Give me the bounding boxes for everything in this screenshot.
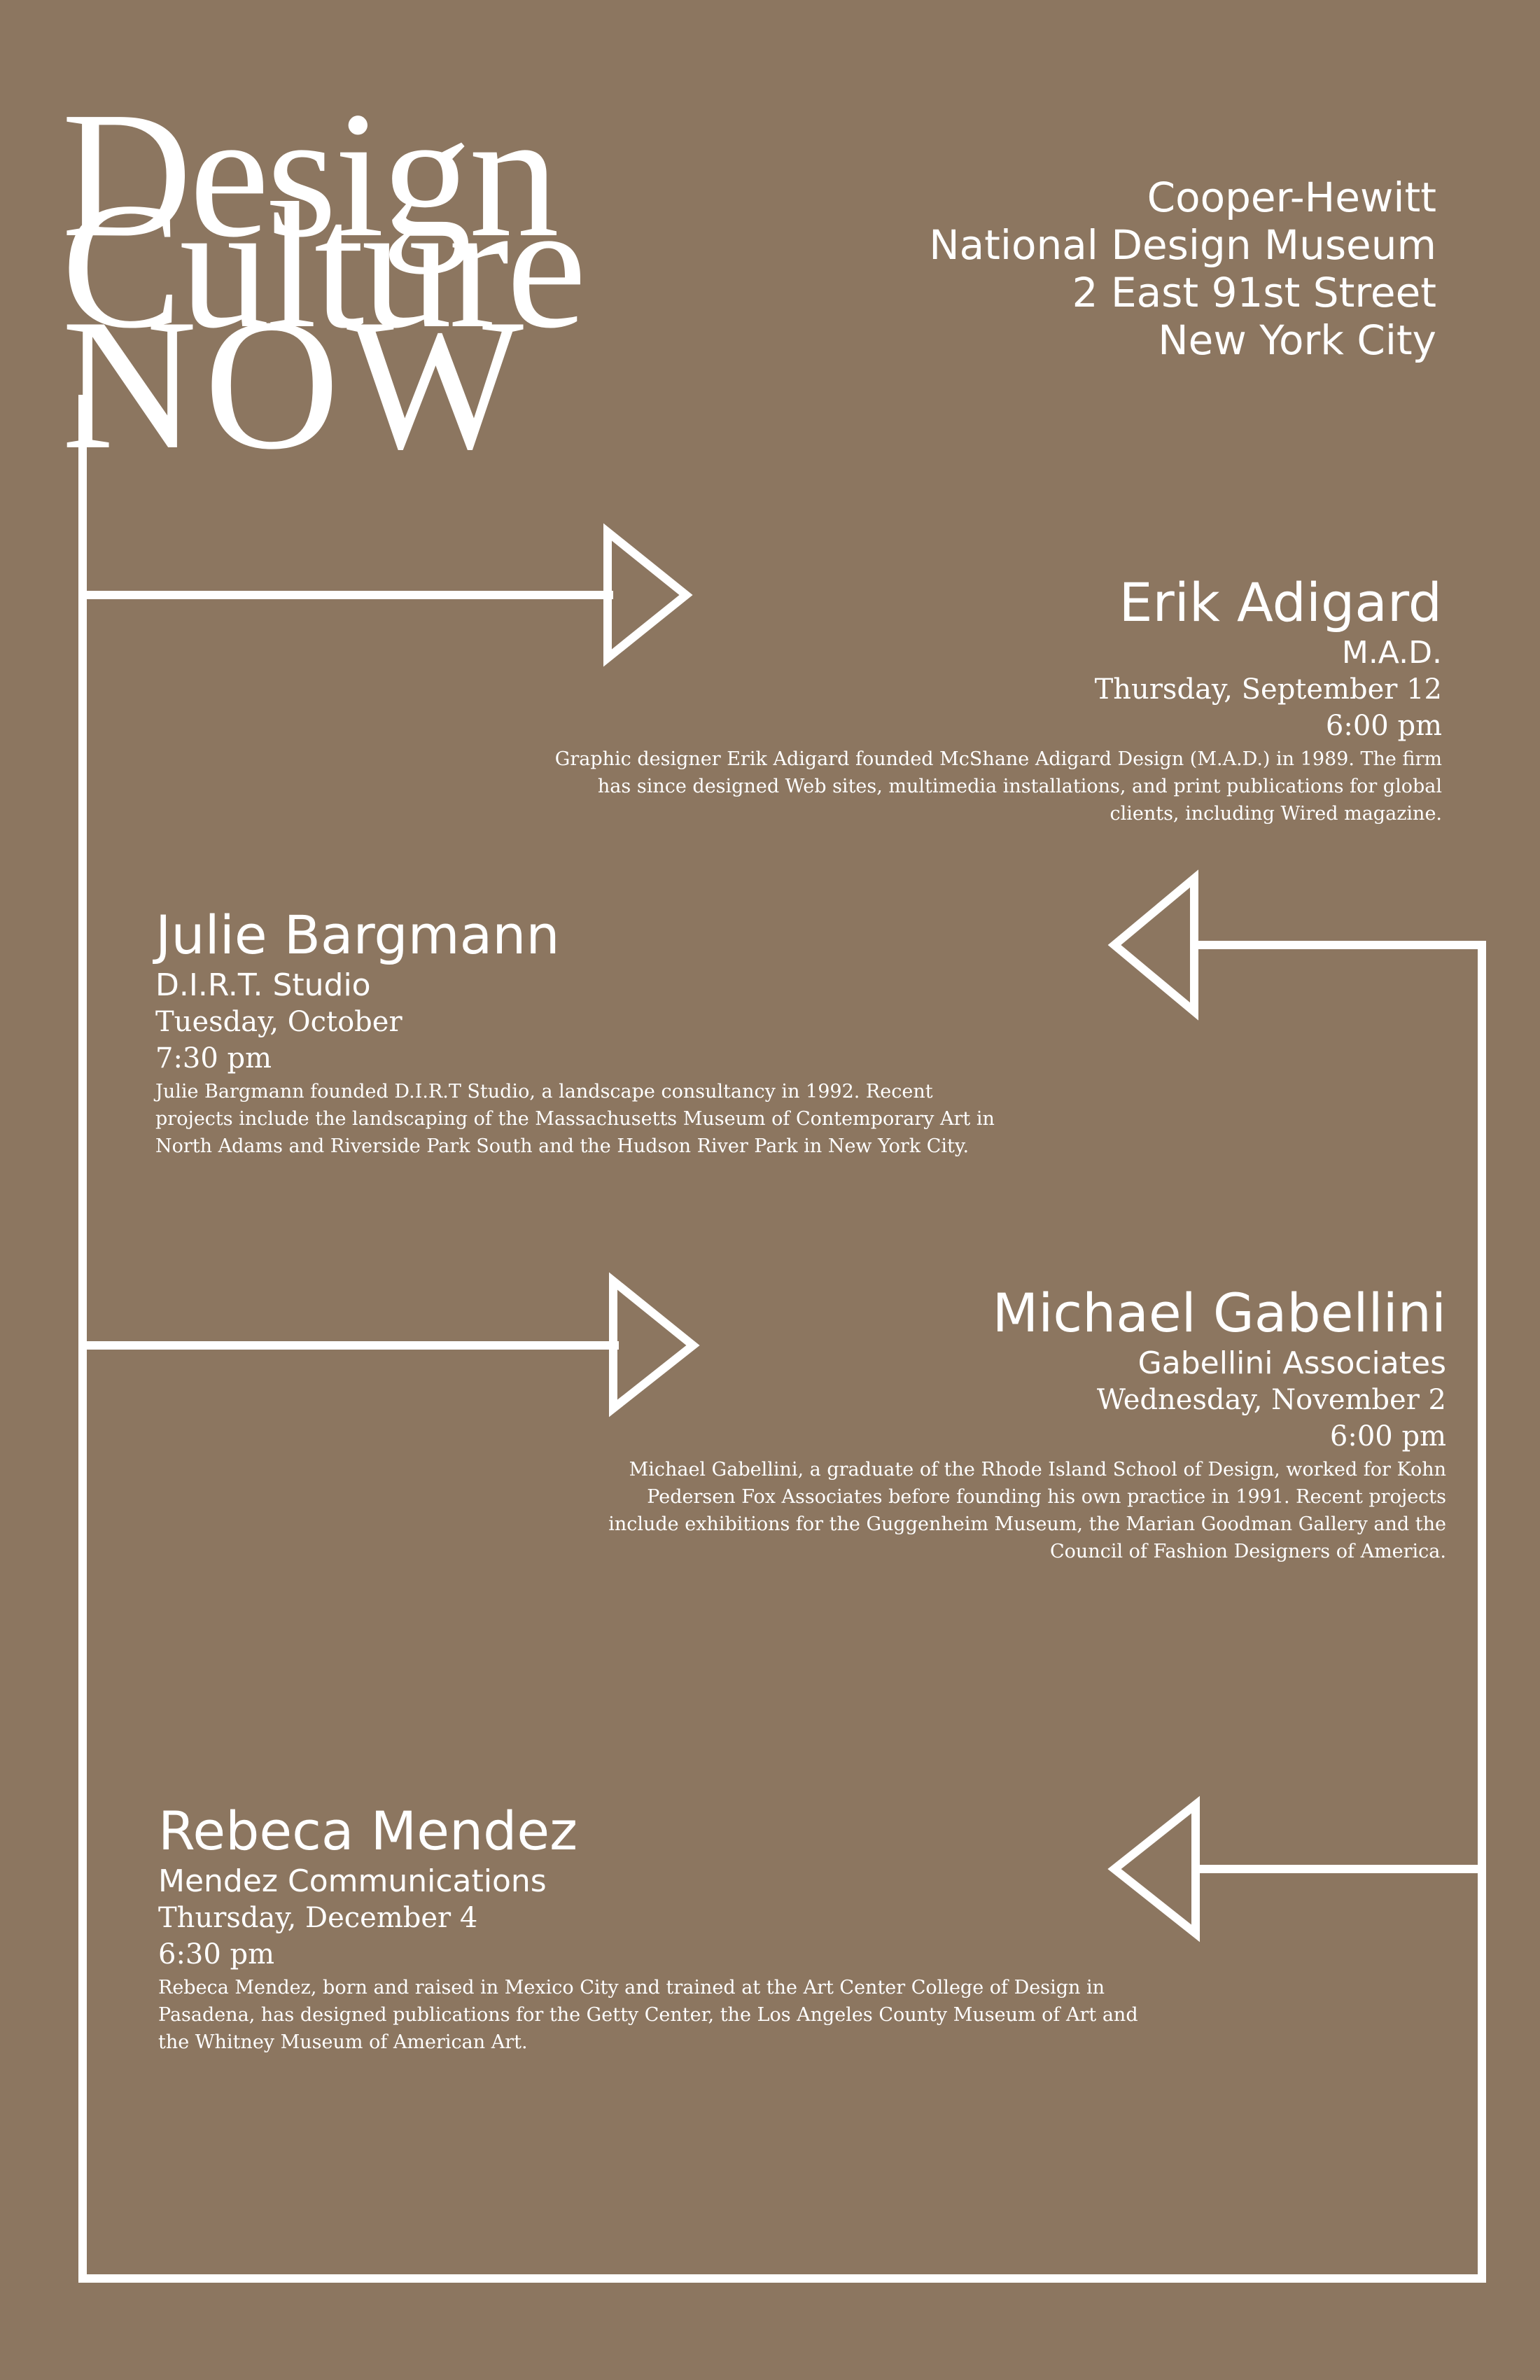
event-erik-adigard: Erik Adigard M.A.D. Thursday, September … [532, 570, 1442, 827]
venue-line-3: 2 East 91st Street [1072, 269, 1436, 316]
event-michael-gabellini: Michael Gabellini Gabellini Associates W… [585, 1281, 1446, 1565]
event-date: Thursday, December 4 [158, 1902, 478, 1934]
event-date: Thursday, September 12 [1094, 673, 1442, 706]
event-time: 7:30 pm [155, 1042, 272, 1074]
speaker-name: Michael Gabellini [992, 1282, 1446, 1344]
arrow-4-head [1107, 1795, 1200, 1942]
event-date: Wednesday, November 2 [1096, 1384, 1446, 1416]
event-time: 6:30 pm [158, 1938, 275, 1970]
arrow-1-head [603, 523, 693, 667]
event-date: Tuesday, October [155, 1006, 402, 1038]
venue-line-1: Cooper-Hewitt [1147, 174, 1436, 221]
event-julie-bargmann: Julie Bargmann D.I.R.T. Studio Tuesday, … [155, 903, 1009, 1160]
title-design: Design [62, 74, 559, 274]
speaker-description: Michael Gabellini, a graduate of the Rho… [608, 1459, 1446, 1562]
title-culture: Culture [62, 165, 587, 365]
speaker-organization: Gabellini Associates [1138, 1345, 1446, 1381]
event-time: 6:00 pm [1329, 1420, 1446, 1452]
arrow-3-head [609, 1272, 700, 1418]
event-rebeca-mendez: Rebeca Mendez Mendez Communications Thur… [158, 1799, 1166, 2056]
arrow-2-head [1107, 869, 1198, 1021]
speaker-description: Graphic designer Erik Adigard founded Mc… [554, 748, 1442, 825]
speaker-organization: M.A.D. [1341, 635, 1442, 671]
speaker-name: Julie Bargmann [155, 904, 560, 966]
speaker-description: Julie Bargmann founded D.I.R.T Studio, a… [155, 1081, 995, 1157]
event-time: 6:00 pm [1325, 710, 1442, 742]
frame-line [78, 395, 1486, 2283]
title-now: NOW [62, 280, 531, 488]
speaker-organization: D.I.R.T. Studio [155, 967, 371, 1003]
speaker-organization: Mendez Communications [158, 1863, 547, 1899]
venue-address: Cooper-Hewitt National Design Museum 2 E… [929, 174, 1436, 364]
venue-line-4: New York City [1158, 316, 1436, 364]
speaker-name: Rebeca Mendez [158, 1800, 578, 1862]
speaker-description: Rebeca Mendez, born and raised in Mexico… [158, 1977, 1138, 2053]
venue-line-2: National Design Museum [929, 221, 1436, 269]
speaker-name: Erik Adigard [1119, 571, 1442, 634]
